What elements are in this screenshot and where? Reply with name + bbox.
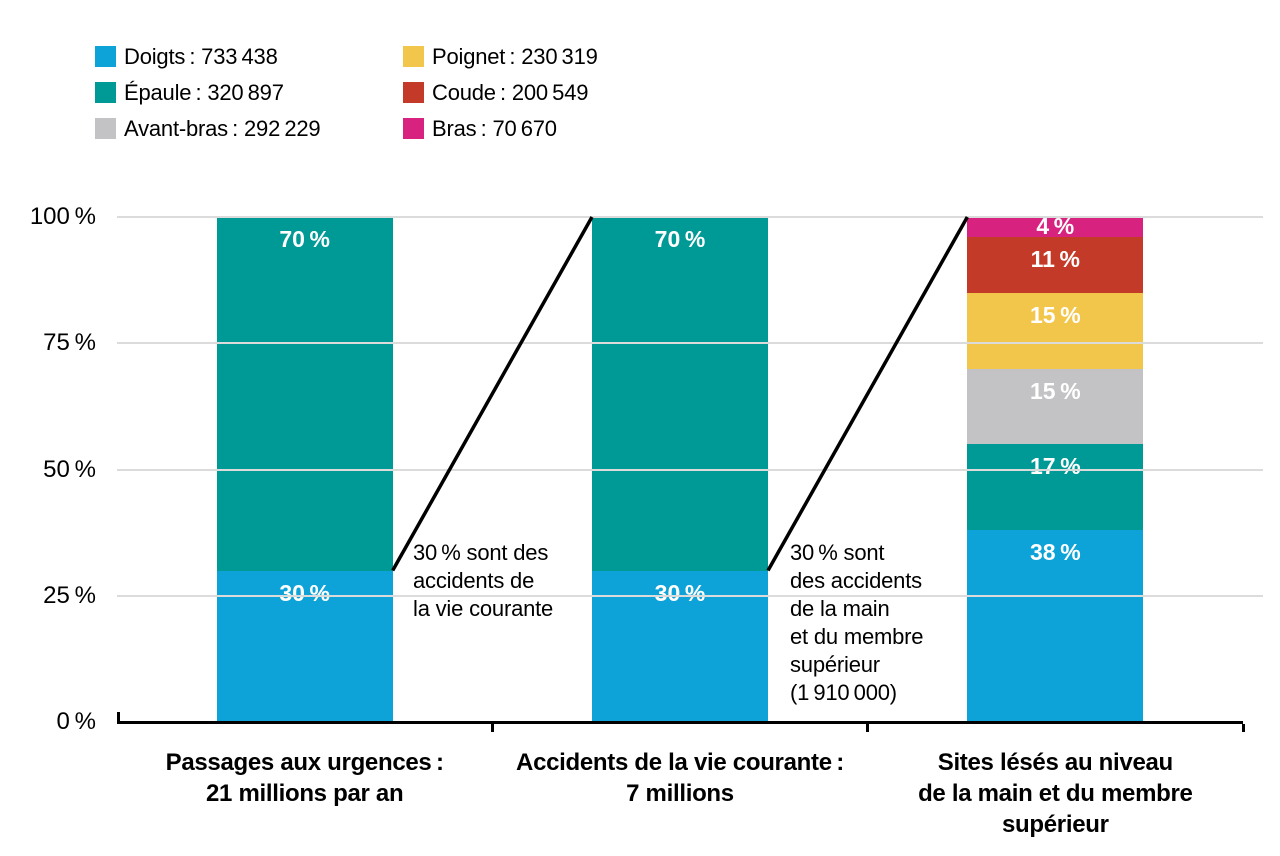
legend-label-coude: Coude : 200 549: [432, 79, 589, 105]
legend-swatch-poignet: [403, 46, 424, 67]
x-axis-label-sites-leses: Sites lésés au niveau de la main et du m…: [918, 749, 1193, 838]
legend-swatch-avant-bras: [95, 118, 116, 139]
legend-item-bras: Bras : 70 670: [403, 115, 598, 141]
legend-label-bras: Bras : 70 670: [432, 115, 557, 141]
legend-item-doigts: Doigts : 733 438: [95, 43, 403, 69]
gridline-50: [117, 468, 1263, 471]
bar-segment-value: 30 %: [654, 579, 706, 606]
legend-swatch-bras: [403, 118, 424, 139]
annotation-vie-courante: 30 % sont des accidents de la vie couran…: [413, 540, 554, 621]
bar-segment-value: 11 %: [1030, 246, 1081, 273]
legend-label-avant-bras: Avant-bras : 292 229: [124, 115, 321, 141]
legend-item-coude: Coude : 200 549: [403, 79, 598, 105]
bar-segment-value: 15 %: [1030, 301, 1081, 328]
connector-line: [391, 216, 594, 572]
x-axis-label-vie-courante: Accidents de la vie courante : 7 million…: [516, 749, 844, 807]
y-axis-tick-label: 50 %: [43, 455, 96, 483]
bar-segment-bras: 4 %: [967, 213, 1144, 239]
y-axis-tick-label: 0 %: [56, 708, 97, 735]
bar-segment-epaule: 70 %: [592, 217, 768, 571]
bar-segment-doigts: 38 %: [967, 530, 1144, 722]
bar-segment-poignet: 15 %: [967, 292, 1144, 369]
legend-swatch-epaule: [95, 82, 116, 103]
x-axis-tick: [1241, 724, 1245, 732]
legend-item-epaule: Épaule : 320 897: [95, 79, 403, 105]
x-axis-line: [117, 721, 1243, 724]
y-axis-tick-label: 75 %: [43, 329, 96, 357]
bar-segment-coude: 11 %: [967, 237, 1144, 293]
bar-segment-value: 70 %: [654, 226, 706, 252]
legend-item-avant-bras: Avant-bras : 292 229: [95, 115, 403, 141]
bar-segment-value: 38 %: [1030, 539, 1081, 566]
legend-item-poignet: Poignet : 230 319: [403, 43, 598, 69]
annotation-main-membre-superieur: 30 % sont des accidents de la main et du…: [790, 540, 924, 705]
bar-segment-epaule: 17 %: [967, 444, 1144, 531]
bar-segment-value: 70 %: [279, 226, 330, 252]
x-axis-tick: [866, 724, 870, 732]
x-axis-tick: [117, 712, 120, 721]
gridline-25: [117, 594, 1263, 597]
bar-segment-value: 17 %: [1030, 453, 1081, 480]
bar-segment-value: 30 %: [279, 579, 330, 606]
y-axis-tick-label: 25 %: [43, 581, 96, 609]
legend-swatch-coude: [403, 82, 424, 103]
y-axis-tick-label: 100 %: [29, 203, 96, 230]
connector-line: [766, 216, 969, 572]
legend-label-doigts: Doigts : 733 438: [124, 43, 278, 69]
legend-label-epaule: Épaule : 320 897: [124, 79, 284, 105]
chart-legend: Doigts : 733 438 Poignet : 230 319 Épaul…: [95, 43, 598, 141]
x-axis-label-urgences: Passages aux urgences : 21 millions par …: [165, 749, 444, 807]
bar-segment-value: 15 %: [1030, 377, 1081, 404]
bar-segment-epaule: 70 %: [216, 217, 393, 571]
stacked-bar-3: 38 % 17 % 15 % 15 % 11 % 4 %: [967, 213, 1144, 722]
bar-segment-doigts: 30 %: [216, 570, 393, 722]
gridline-75: [117, 342, 1263, 345]
bar-segment-avant_bras: 15 %: [967, 368, 1144, 445]
legend-swatch-doigts: [95, 46, 116, 67]
legend-label-poignet: Poignet : 230 319: [432, 43, 598, 69]
x-axis-tick: [490, 724, 494, 732]
gridline-100: [117, 216, 1263, 218]
x-axis-labels: Passages aux urgences : 21 millions par …: [117, 747, 1243, 840]
